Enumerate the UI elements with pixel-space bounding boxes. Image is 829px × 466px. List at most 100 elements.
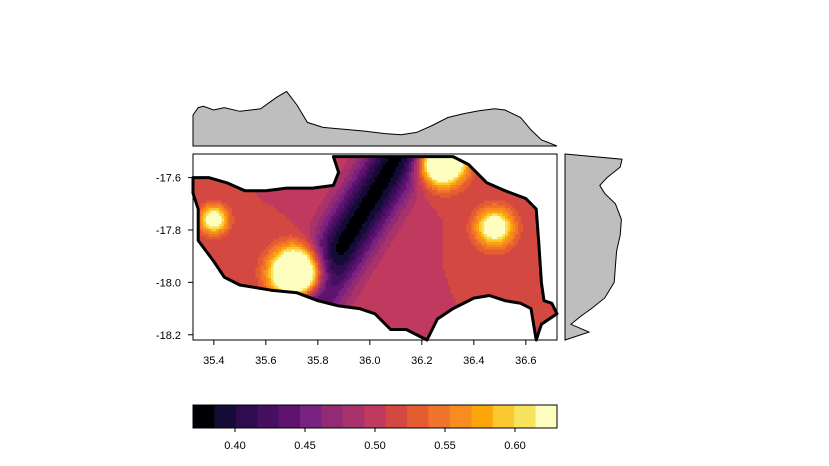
heatmap-cell [338, 197, 342, 202]
heatmap-cell [317, 161, 321, 165]
heatmap-cell [403, 203, 407, 207]
heatmap-cell [307, 234, 311, 238]
heatmap-cell [388, 159, 392, 163]
heatmap-cell [520, 203, 524, 207]
heatmap-cell [377, 192, 381, 196]
heatmap-cell [198, 185, 202, 189]
heatmap-cell [520, 210, 524, 215]
heatmap-cell [401, 200, 405, 204]
heatmap-cell [278, 172, 282, 176]
heatmap-cell [320, 190, 324, 194]
heatmap-cell [515, 172, 519, 176]
heatmap-cell [265, 236, 269, 240]
heatmap-cell [395, 197, 399, 202]
heatmap-cell [533, 156, 537, 160]
heatmap-cell [286, 223, 290, 227]
heatmap-cell [395, 218, 399, 222]
heatmap-cell [375, 179, 379, 184]
heatmap-cell [330, 208, 334, 212]
heatmap-cell [440, 208, 444, 212]
heatmap-cell [369, 234, 373, 238]
heatmap-cell [551, 205, 555, 209]
heatmap-cell [219, 164, 223, 168]
heatmap-cell [356, 156, 360, 160]
heatmap-cell [510, 166, 514, 171]
heatmap-cell [398, 228, 402, 233]
heatmap-cell [362, 179, 366, 184]
heatmap-cell [463, 200, 467, 204]
heatmap-cell [447, 187, 451, 191]
heatmap-cell [377, 161, 381, 165]
heatmap-cell [356, 182, 360, 186]
heatmap-cell [265, 239, 269, 243]
heatmap-cell [237, 218, 241, 222]
heatmap-cell [541, 161, 545, 165]
heatmap-cell [466, 169, 470, 173]
heatmap-cell [336, 216, 340, 220]
heatmap-cell [351, 182, 355, 186]
heatmap-cell [424, 239, 428, 243]
heatmap-cell [195, 164, 199, 168]
heatmap-cell [349, 239, 353, 243]
heatmap-cell [200, 228, 204, 233]
heatmap-cell [455, 221, 459, 225]
heatmap-cell [388, 208, 392, 212]
heatmap-cell [377, 244, 381, 248]
heatmap-cell [203, 197, 207, 202]
heatmap-cell [533, 174, 537, 178]
heatmap-cell [486, 156, 490, 160]
heatmap-cell [375, 231, 379, 235]
heatmap-cell [343, 228, 347, 233]
heatmap-cell [494, 231, 498, 235]
heatmap-cell [440, 221, 444, 225]
heatmap-cell [364, 223, 368, 227]
heatmap-cell [307, 174, 311, 178]
heatmap-cell [388, 213, 392, 217]
heatmap-cell [258, 239, 262, 243]
heatmap-cell [268, 226, 272, 230]
heatmap-cell [505, 200, 509, 204]
heatmap-cell [445, 179, 449, 184]
heatmap-cell [512, 185, 516, 189]
heatmap-cell [343, 226, 347, 230]
heatmap-cell [372, 200, 376, 204]
heatmap-cell [408, 241, 412, 246]
heatmap-cell [333, 213, 337, 217]
heatmap-cell [421, 200, 425, 204]
heatmap-cell [390, 223, 394, 227]
heatmap-cell [211, 236, 215, 240]
heatmap-cell [411, 213, 415, 217]
heatmap-cell [310, 177, 314, 181]
heatmap-cell [346, 174, 350, 178]
heatmap-cell [263, 228, 267, 233]
heatmap-cell [260, 197, 264, 202]
heatmap-cell [541, 179, 545, 184]
heatmap-cell [544, 234, 548, 238]
heatmap-cell [291, 177, 295, 181]
heatmap-cell [442, 177, 446, 181]
heatmap-cell [520, 221, 524, 225]
heatmap-cell [419, 177, 423, 181]
heatmap-cell [455, 166, 459, 171]
heatmap-cell [302, 223, 306, 227]
heatmap-cell [328, 244, 332, 248]
heatmap-cell [206, 244, 210, 248]
heatmap-cell [398, 185, 402, 189]
heatmap-cell [356, 161, 360, 165]
heatmap-cell [252, 244, 256, 248]
heatmap-cell [229, 200, 233, 204]
heatmap-cell [349, 159, 353, 163]
heatmap-cell [398, 241, 402, 246]
heatmap-cell [421, 218, 425, 222]
heatmap-cell [481, 190, 485, 194]
heatmap-cell [484, 156, 488, 160]
heatmap-cell [359, 216, 363, 220]
heatmap-cell [382, 192, 386, 196]
heatmap-cell [390, 234, 394, 238]
heatmap-cell [297, 208, 301, 212]
heatmap-cell [398, 156, 402, 160]
heatmap-cell [271, 172, 275, 176]
heatmap-cell [533, 182, 537, 186]
heatmap-cell [505, 228, 509, 233]
heatmap-cell [458, 239, 462, 243]
